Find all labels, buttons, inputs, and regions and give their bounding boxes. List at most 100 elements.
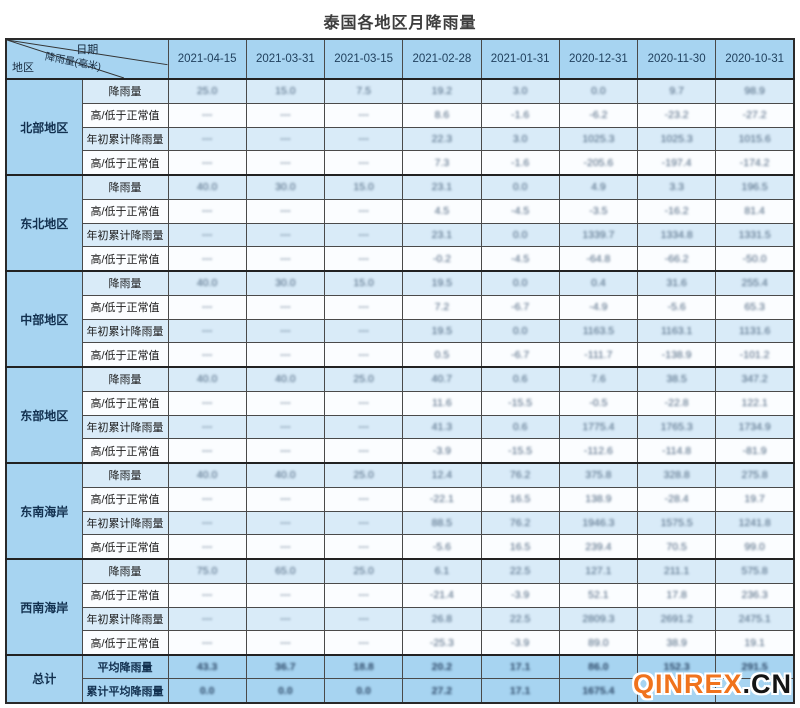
- table-row: 高/低于正常值 --- --- --- 7.2 -6.7 -4.9 -5.6 65.3: [6, 294, 795, 320]
- value-text: 30.0: [275, 277, 296, 290]
- value-text: ---: [201, 589, 213, 602]
- value-text: 0.6: [512, 373, 528, 386]
- value-cell: ---: [167, 534, 247, 560]
- value-cell: 12.4: [402, 461, 482, 488]
- value-text: 239.4: [585, 540, 612, 553]
- value-text: -6.2: [589, 109, 608, 122]
- value-cell: 65.0: [245, 557, 326, 584]
- rainfall-table: 日期 降雨量(毫米) 地区 2021-04-15 2021-03-31 2021-0…: [5, 38, 795, 704]
- value-cell: 19.2: [402, 77, 482, 104]
- table-row: 高/低于正常值 --- --- --- 11.6 -15.5 -0.5 -22.8 122.1: [6, 390, 795, 416]
- value-cell: ---: [167, 510, 247, 536]
- value-text: 1025.3: [660, 132, 693, 145]
- value-text: 26.8: [431, 612, 453, 625]
- value-cell: 23.1: [402, 222, 482, 248]
- table-row: 年初累计降雨量 --- --- --- 23.1 0.0 1339.7 1334.8 1331.…: [6, 222, 795, 248]
- value-cell: ---: [245, 198, 326, 224]
- value-text: 22.3: [431, 132, 453, 145]
- value-cell: 19.5: [402, 318, 482, 344]
- value-text: 18.8: [353, 661, 374, 674]
- value-cell: ---: [245, 486, 326, 512]
- value-cell: 19.5: [402, 269, 482, 296]
- region-label: 北部地区: [5, 78, 83, 176]
- value-cell: -6.2: [558, 102, 639, 128]
- value-cell: 81.4: [715, 198, 795, 224]
- value-text: ---: [358, 348, 369, 361]
- value-text: ---: [280, 516, 291, 529]
- value-text: ---: [280, 132, 291, 145]
- value-text: ---: [201, 636, 213, 649]
- value-text: 38.5: [666, 373, 687, 386]
- value-cell: 1131.6: [715, 318, 795, 344]
- row-label: 降雨量: [81, 77, 169, 104]
- value-cell: 88.5: [402, 510, 482, 536]
- date-header: 2020-10-31: [715, 38, 795, 80]
- value-cell: 31.6: [636, 269, 717, 296]
- value-cell: ---: [245, 318, 326, 344]
- value-cell: 15.0: [323, 173, 404, 200]
- value-text: 1331.5: [738, 228, 771, 241]
- row-label: 年初累计降雨量: [81, 414, 169, 440]
- value-text: 70.5: [666, 540, 687, 553]
- value-text: -21.4: [429, 589, 454, 602]
- row-label: 年初累计降雨量: [81, 222, 169, 248]
- table-row: 年初累计降雨量 --- --- --- 26.8 22.5 2809.3 2691.2 2475…: [6, 606, 795, 632]
- table-row: 年初累计降雨量 --- --- --- 19.5 0.0 1163.5 1163.1 1131.…: [6, 318, 795, 344]
- value-cell: 7.2: [402, 294, 482, 320]
- value-cell: 38.9: [636, 630, 717, 656]
- value-cell: ---: [323, 126, 404, 152]
- value-cell: 25.0: [323, 461, 404, 488]
- value-cell: ---: [323, 486, 404, 512]
- value-text: 65.3: [744, 301, 765, 314]
- value-cell: ---: [167, 126, 247, 152]
- value-cell: 17.1: [480, 678, 560, 704]
- row-label: 高/低于正常值: [81, 630, 169, 656]
- value-text: -3.9: [511, 589, 530, 602]
- value-text: 43.3: [196, 661, 218, 674]
- value-text: 3.0: [512, 132, 528, 145]
- value-text: -15.5: [508, 444, 533, 457]
- value-cell: 127.1: [558, 557, 639, 584]
- table-row: 北部地区 降雨量 25.0 15.0 7.5 19.2 3.0 0.0 9.7 98.9: [5, 77, 795, 176]
- region-label: 中部地区: [5, 270, 83, 368]
- value-text: ---: [358, 109, 369, 122]
- value-text: ---: [201, 109, 213, 122]
- value-cell: 43.3: [167, 654, 247, 680]
- value-text: 19.2: [431, 85, 453, 98]
- value-cell: -25.3: [402, 630, 482, 656]
- value-text: 375.8: [585, 469, 612, 482]
- value-cell: ---: [323, 534, 404, 560]
- value-cell: 40.7: [402, 365, 482, 392]
- value-cell: 2691.2: [636, 606, 717, 632]
- value-cell: 30.0: [245, 173, 326, 200]
- table-row: 年初累计降雨量 --- --- --- 88.5 76.2 1946.3 1575.5 1241…: [6, 510, 795, 536]
- value-text: -138.9: [661, 348, 692, 361]
- value-cell: ---: [245, 630, 326, 656]
- date-header: 2020-12-31: [558, 38, 639, 80]
- value-text: -111.7: [584, 348, 613, 361]
- value-cell: 3.0: [480, 126, 560, 152]
- value-text: 25.0: [353, 373, 374, 386]
- table-row: 高/低于正常值 --- --- --- -5.6 16.5 239.4 70.5 99.0: [6, 534, 795, 560]
- value-cell: -64.8: [558, 246, 639, 272]
- value-text: ---: [280, 109, 291, 122]
- value-text: -6.7: [511, 348, 530, 361]
- value-cell: ---: [167, 582, 247, 608]
- value-text: ---: [358, 540, 369, 553]
- value-cell: ---: [167, 294, 247, 320]
- value-text: 16.5: [509, 540, 531, 553]
- value-text: 0.0: [199, 684, 215, 697]
- value-text: 1775.4: [582, 420, 615, 433]
- value-cell: -205.6: [558, 150, 639, 176]
- row-label: 高/低于正常值: [81, 438, 169, 464]
- value-text: -0.2: [432, 252, 451, 265]
- value-text: 9.7: [669, 85, 684, 98]
- value-cell: -28.4: [636, 486, 717, 512]
- value-cell: -114.8: [636, 438, 717, 464]
- value-cell: 16.5: [480, 486, 560, 512]
- value-cell: 575.8: [715, 557, 795, 584]
- date-header: 2021-02-28: [402, 38, 482, 80]
- value-cell: 1946.3: [558, 510, 639, 536]
- value-cell: 52.1: [558, 582, 639, 608]
- value-text: 2691.2: [660, 612, 693, 625]
